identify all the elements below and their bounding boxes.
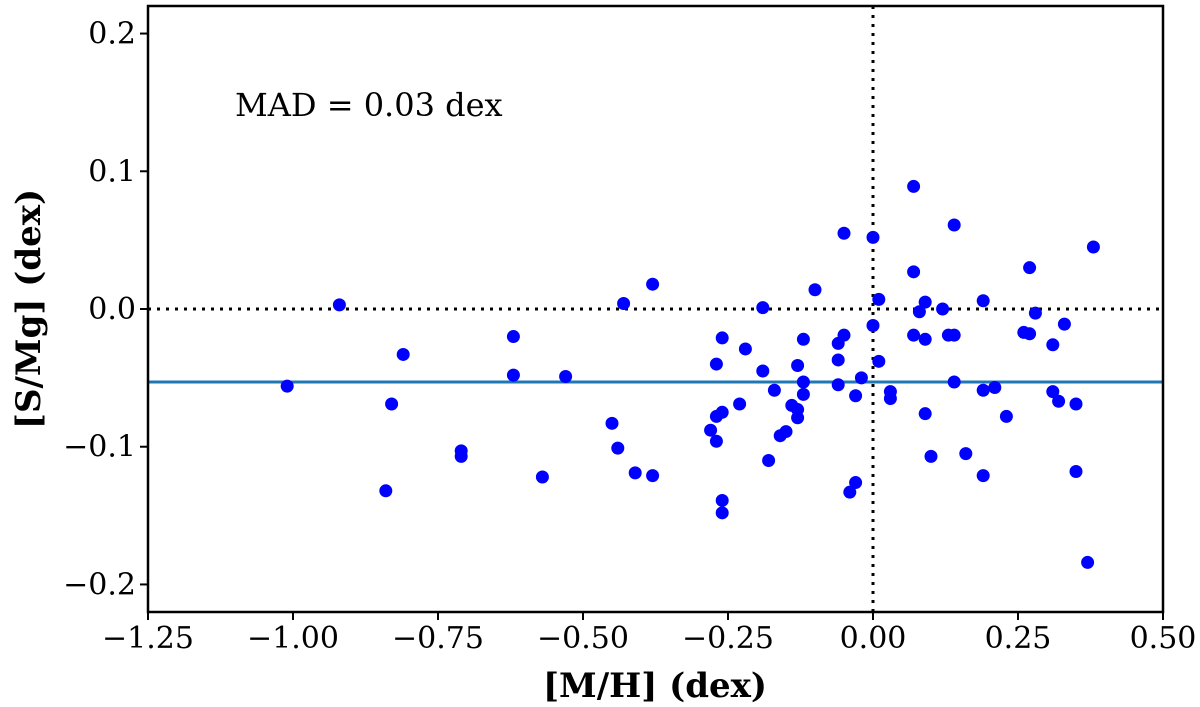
data-point (999, 409, 1013, 423)
data-point (918, 407, 932, 421)
data-point (1057, 317, 1071, 331)
data-point (866, 319, 880, 333)
data-point (779, 425, 793, 439)
data-point (947, 328, 961, 342)
x-tick-label: 0.50 (1130, 621, 1197, 656)
data-point (976, 469, 990, 483)
data-point (947, 375, 961, 389)
data-point (1023, 327, 1037, 341)
data-point (831, 378, 845, 392)
data-point (849, 476, 863, 490)
data-point (872, 292, 886, 306)
data-point (796, 387, 810, 401)
data-point (715, 493, 729, 507)
data-point (1081, 555, 1095, 569)
data-point (715, 405, 729, 419)
data-point (704, 423, 718, 437)
data-point (872, 354, 886, 368)
x-tick-label: 0.25 (985, 621, 1052, 656)
x-tick-label: −0.25 (682, 621, 774, 656)
x-tick-label: −1.25 (102, 621, 194, 656)
x-tick-label: −0.50 (537, 621, 629, 656)
data-point (791, 411, 805, 425)
data-point (559, 369, 573, 383)
data-point (988, 381, 1002, 395)
data-point (883, 392, 897, 406)
data-point (535, 470, 549, 484)
mad-annotation: MAD = 0.03 dex (235, 86, 503, 124)
data-point (1028, 306, 1042, 320)
data-point (617, 296, 631, 310)
y-tick-label: 0.0 (88, 292, 136, 327)
data-point (907, 328, 921, 342)
data-point (936, 302, 950, 316)
data-point (379, 484, 393, 498)
data-point (837, 226, 851, 240)
y-tick-label: −0.1 (63, 430, 136, 465)
data-point (831, 353, 845, 367)
y-tick-label: 0.1 (88, 154, 136, 189)
data-point (646, 469, 660, 483)
data-point (947, 218, 961, 232)
x-axis-label: [M/H] (dex) (543, 666, 767, 706)
data-point (605, 416, 619, 430)
data-point (385, 397, 399, 411)
data-point (733, 397, 747, 411)
data-point (756, 364, 770, 378)
y-tick-label: 0.2 (88, 17, 136, 52)
data-point (1046, 385, 1060, 399)
data-point (843, 485, 857, 499)
x-tick-label: −0.75 (392, 621, 484, 656)
data-point (646, 277, 660, 291)
data-point (332, 298, 346, 312)
data-point (912, 305, 926, 319)
data-point (396, 347, 410, 361)
data-point (866, 230, 880, 244)
data-point (715, 331, 729, 345)
data-point (709, 434, 723, 448)
y-tick-label: −0.2 (63, 567, 136, 602)
data-point (1046, 338, 1060, 352)
data-point (1069, 465, 1083, 479)
data-point (837, 328, 851, 342)
data-point (907, 179, 921, 193)
data-point (1069, 397, 1083, 411)
data-point (796, 375, 810, 389)
x-tick-label: 0.00 (840, 621, 907, 656)
x-tick-label: −1.00 (247, 621, 339, 656)
data-point (709, 357, 723, 371)
data-point (280, 379, 294, 393)
data-point (1023, 261, 1037, 275)
data-point (1052, 394, 1066, 408)
data-point (796, 332, 810, 346)
data-point (506, 330, 520, 344)
data-point (762, 454, 776, 467)
data-point (454, 449, 468, 463)
data-point (808, 283, 822, 297)
data-point (767, 383, 781, 397)
data-point (715, 506, 729, 520)
data-point (918, 332, 932, 346)
data-point (854, 371, 868, 385)
data-point (506, 368, 520, 382)
data-point (907, 265, 921, 279)
data-point (976, 383, 990, 397)
data-point (738, 342, 752, 356)
data-point (849, 389, 863, 403)
data-point (918, 295, 932, 309)
data-point (959, 447, 973, 461)
y-axis-label: [S/Mg] (dex) (9, 189, 49, 429)
data-point (791, 358, 805, 372)
data-point (628, 466, 642, 480)
data-points-layer (280, 179, 1100, 569)
data-point (756, 301, 770, 315)
data-point (1086, 240, 1100, 254)
data-point (976, 294, 990, 308)
axes-layer: −1.25 −1.00 −0.75 −0.50 −0.25 0.00 0.25 0.50 −0.… (63, 4, 1197, 656)
data-point (924, 449, 938, 463)
data-point (611, 441, 625, 455)
